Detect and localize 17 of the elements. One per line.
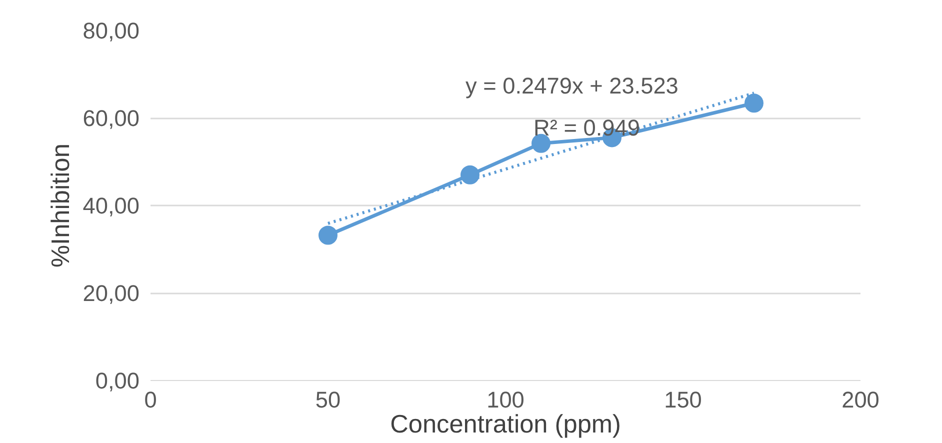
x-tick-label: 0 — [144, 386, 157, 412]
point — [744, 94, 764, 113]
y-tick-label: 80,00 — [82, 18, 140, 44]
y-tick-label: 40,00 — [82, 192, 140, 218]
y-tick-label: 20,00 — [82, 280, 140, 306]
x-tick-label: 100 — [486, 386, 524, 412]
point — [318, 226, 338, 245]
annotation: y = 0.2479x + 23.523 — [466, 72, 678, 98]
x-axis-title: Concentration (ppm) — [390, 410, 621, 438]
y-tick-label: 0,00 — [95, 368, 140, 394]
y-tick-label: 60,00 — [82, 105, 140, 131]
point — [460, 165, 480, 184]
y-axis-title: %Inhibition — [46, 144, 75, 268]
x-tick-label: 50 — [315, 386, 341, 412]
x-tick-label: 150 — [664, 386, 702, 412]
point — [532, 134, 550, 153]
x-tick-label: 200 — [842, 386, 880, 412]
